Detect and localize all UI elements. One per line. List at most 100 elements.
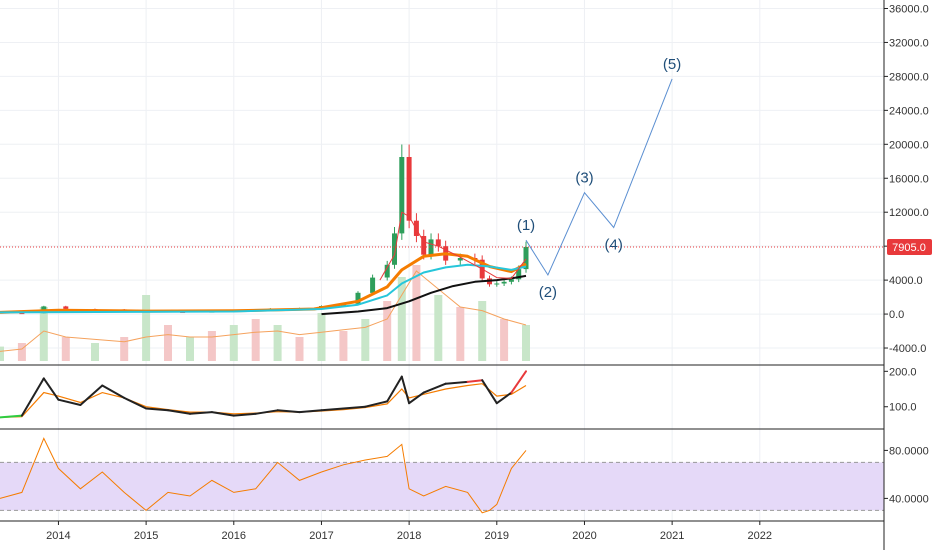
volume-bar (397, 277, 406, 361)
rsi-axis-tick-label: 80.0000 (889, 445, 929, 457)
volume-bars (0, 265, 530, 361)
volume-bar (295, 337, 304, 361)
volume-bar (61, 337, 70, 361)
volume-bar (91, 343, 99, 361)
indicator-segment (145, 407, 169, 412)
rsi-panel[interactable] (0, 437, 884, 514)
rsi-axis[interactable]: 80.0000 40.0000 (884, 445, 929, 505)
wave-label-5: (5) (663, 56, 681, 73)
volume-bar (186, 337, 194, 361)
indicator-segment (232, 412, 257, 417)
indicator-segment (444, 380, 469, 385)
volume-bar (478, 301, 487, 361)
indicator-segment (42, 377, 60, 401)
volume-bar (273, 325, 282, 361)
indicator-segment (20, 377, 45, 417)
time-axis[interactable]: 2014 2015 2016 2017 2018 2019 2020 2021 2022 (46, 521, 772, 542)
volume-bar (434, 295, 443, 361)
grid-lines (0, 0, 884, 520)
volume-bar (17, 343, 26, 361)
indicator-axis[interactable]: 200.0 100.0 (884, 366, 917, 414)
price-axis-tick-label: 36000.0 (889, 4, 929, 16)
indicator-segment (481, 379, 498, 405)
indicator-axis-tick-label: 100.0 (889, 402, 917, 414)
indicator-segment (495, 391, 513, 405)
indicator-segment (466, 379, 484, 383)
indicator-segment (0, 414, 23, 419)
candle-body (457, 258, 463, 261)
indicator-line (0, 370, 527, 419)
indicator-segment (422, 382, 447, 394)
time-axis-label-2015: 2015 (134, 530, 158, 542)
indicator-segment (510, 370, 527, 394)
candle-body (399, 157, 405, 234)
candle-body (63, 306, 69, 309)
rsi-band (0, 462, 884, 511)
wave-label-2: (2) (539, 284, 557, 301)
volume-bar (522, 325, 530, 361)
wave-label-4: (4) (605, 237, 623, 254)
time-axis-label-2020: 2020 (572, 530, 596, 542)
candle-body (435, 239, 441, 247)
indicator-segment (386, 375, 403, 403)
candle-body (508, 279, 514, 282)
candle-body (516, 269, 522, 280)
price-axis-tick-label: 0.0 (889, 309, 904, 321)
price-axis-tick-label: -4000.0 (889, 343, 926, 355)
elliott-wave-path[interactable] (525, 78, 673, 277)
price-axis-tick-label: 28000.0 (889, 71, 929, 83)
current-price-tag: 7905.0 (887, 239, 932, 255)
indicator-segment (123, 396, 148, 410)
rsi-axis-tick-label: 40.0000 (889, 493, 929, 505)
volume-average-line (0, 270, 527, 352)
time-axis-label-2019: 2019 (485, 530, 509, 542)
price-panel[interactable]: (1) (2) (3) (4) (5) (0, 56, 884, 361)
volume-bar (142, 295, 151, 361)
time-axis-label-2016: 2016 (222, 530, 246, 542)
indicator-segment (364, 400, 389, 408)
volume-bar (317, 313, 326, 361)
volume-bar (456, 307, 465, 361)
indicator-axis-tick-label: 200.0 (889, 366, 917, 378)
time-axis-label-2018: 2018 (397, 530, 421, 542)
volume-bar (207, 331, 216, 361)
price-axis-tick-label: 12000.0 (889, 207, 929, 219)
ma-black-line (321, 274, 527, 316)
indicator-segment (189, 411, 213, 415)
time-axis-label-2021: 2021 (660, 530, 684, 542)
price-axis-tick-label: 32000.0 (889, 37, 929, 49)
candle-body (428, 239, 434, 255)
price-tag-label: 7905.0 (892, 242, 926, 254)
price-axis-tick-label: 4000.0 (889, 275, 923, 287)
indicator-segment (342, 405, 367, 410)
time-axis-label-2014: 2014 (46, 530, 70, 542)
candle-body (392, 233, 397, 265)
moving-average-lines (0, 211, 527, 316)
time-axis-label-2022: 2022 (748, 530, 772, 542)
price-axis-tick-label: 20000.0 (889, 139, 929, 151)
volume-bar (39, 307, 48, 361)
indicator-segment (210, 411, 235, 417)
indicator-segment (57, 398, 82, 406)
wave-label-3: (3) (575, 170, 593, 187)
ma-cyan-line (0, 263, 527, 314)
candle-body (355, 292, 361, 304)
indicator-panel[interactable] (0, 370, 527, 419)
volume-bar (339, 331, 348, 361)
volume-bar (229, 325, 238, 361)
indicator-segment (408, 391, 425, 405)
price-tag-background (887, 239, 932, 255)
indicator-segment (254, 409, 279, 415)
volume-bar (0, 346, 4, 361)
indicator-segment (101, 384, 126, 399)
indicator-segment (276, 409, 301, 414)
volume-bar (383, 301, 392, 361)
candle-body (501, 281, 507, 284)
volume-bar (164, 325, 172, 361)
indicator-segment (320, 407, 345, 412)
price-axis-tick-label: 24000.0 (889, 105, 929, 117)
candle-body (421, 236, 427, 255)
candle-body (384, 264, 390, 278)
candle-body (370, 277, 376, 293)
